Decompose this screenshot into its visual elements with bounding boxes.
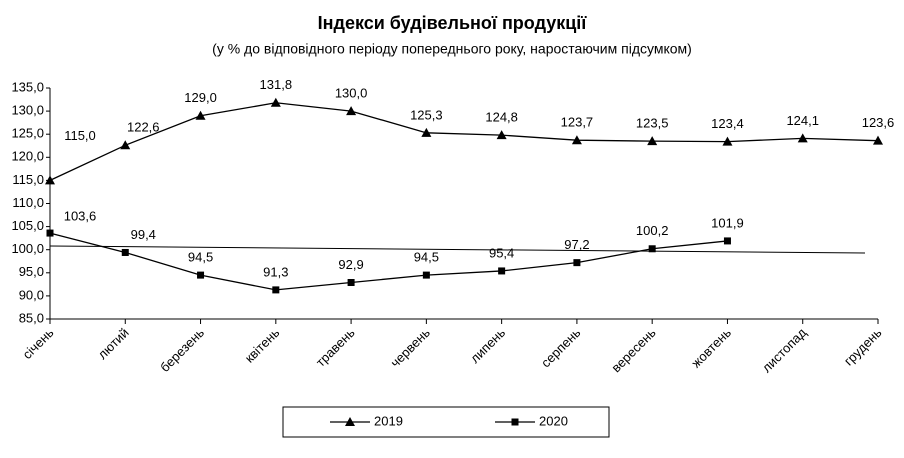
series-line: [49, 102, 879, 181]
marker: [722, 136, 733, 146]
x-tick-label: лютий: [95, 325, 132, 362]
legend-label: 2019: [374, 413, 403, 428]
marker: [421, 127, 432, 137]
data-label: 99,4: [131, 227, 156, 242]
marker: [46, 229, 54, 237]
data-label: 95,4: [489, 245, 514, 260]
marker: [197, 271, 205, 279]
chart-subtitle: (у % до відповідного періоду попередньог…: [212, 41, 692, 57]
marker: [347, 279, 355, 287]
y-tick-label: 90,0: [19, 287, 44, 302]
marker: [723, 237, 731, 245]
legend-box: [282, 406, 610, 438]
marker: [496, 130, 507, 140]
y-tick-label: 135,0: [11, 79, 44, 94]
data-label: 124,8: [485, 110, 518, 125]
marker: [346, 106, 357, 116]
data-label: 124,1: [786, 113, 819, 128]
x-tick-label: серпень: [538, 325, 584, 371]
marker: [422, 271, 430, 279]
x-tick-label: березень: [157, 325, 207, 375]
y-tick-label: 85,0: [19, 310, 44, 325]
y-tick-label: 110,0: [12, 195, 44, 210]
marker: [498, 267, 506, 275]
data-label: 123,7: [561, 115, 594, 130]
marker: [873, 135, 883, 145]
data-label: 122,6: [127, 120, 160, 135]
reference-line: [49, 245, 866, 254]
data-label: 94,5: [188, 250, 213, 265]
data-label: 131,8: [260, 77, 293, 92]
y-tick-label: 130,0: [11, 103, 44, 118]
x-tick-label: жовтень: [688, 325, 734, 371]
marker: [345, 417, 355, 426]
data-label: 97,2: [564, 237, 589, 252]
y-tick-label: 120,0: [11, 149, 44, 164]
chart-title: Індекси будівельної продукції: [318, 13, 588, 33]
series-line: [49, 232, 728, 291]
data-label: 125,3: [410, 107, 443, 122]
marker: [573, 259, 581, 267]
data-label: 123,5: [636, 116, 669, 131]
x-tick-label: грудень: [841, 325, 885, 369]
marker: [511, 418, 519, 426]
data-label: 129,0: [184, 90, 217, 105]
data-label: 123,4: [711, 116, 744, 131]
marker: [120, 140, 131, 150]
data-label: 103,6: [64, 209, 97, 224]
marker: [797, 133, 808, 143]
marker: [272, 286, 280, 294]
data-label: 123,6: [862, 115, 895, 130]
data-label: 130,0: [335, 86, 368, 101]
data-label: 100,2: [636, 223, 669, 238]
x-tick-label: червень: [388, 325, 434, 371]
marker: [571, 135, 582, 145]
marker: [647, 136, 658, 146]
marker: [648, 245, 656, 253]
y-tick-label: 125,0: [11, 126, 44, 141]
y-tick-label: 115,0: [12, 172, 44, 187]
y-tick-label: 95,0: [19, 264, 44, 279]
marker: [121, 248, 129, 256]
y-tick-label: 105,0: [11, 218, 44, 233]
x-tick-label: липень: [467, 325, 508, 366]
x-tick-label: квітень: [242, 325, 283, 366]
x-tick-label: січень: [20, 325, 57, 362]
y-tick-label: 100,0: [11, 241, 44, 256]
marker: [45, 175, 55, 185]
legend-label: 2020: [539, 413, 568, 428]
data-label: 92,9: [338, 257, 363, 272]
marker: [195, 110, 206, 120]
data-label: 94,5: [414, 250, 439, 265]
x-tick-label: листопад: [759, 325, 810, 376]
data-label: 101,9: [711, 215, 744, 230]
data-label: 115,0: [64, 128, 96, 143]
x-tick-label: вересень: [608, 325, 658, 375]
data-label: 91,3: [263, 264, 288, 279]
marker: [270, 97, 281, 107]
x-tick-label: травень: [313, 325, 358, 370]
